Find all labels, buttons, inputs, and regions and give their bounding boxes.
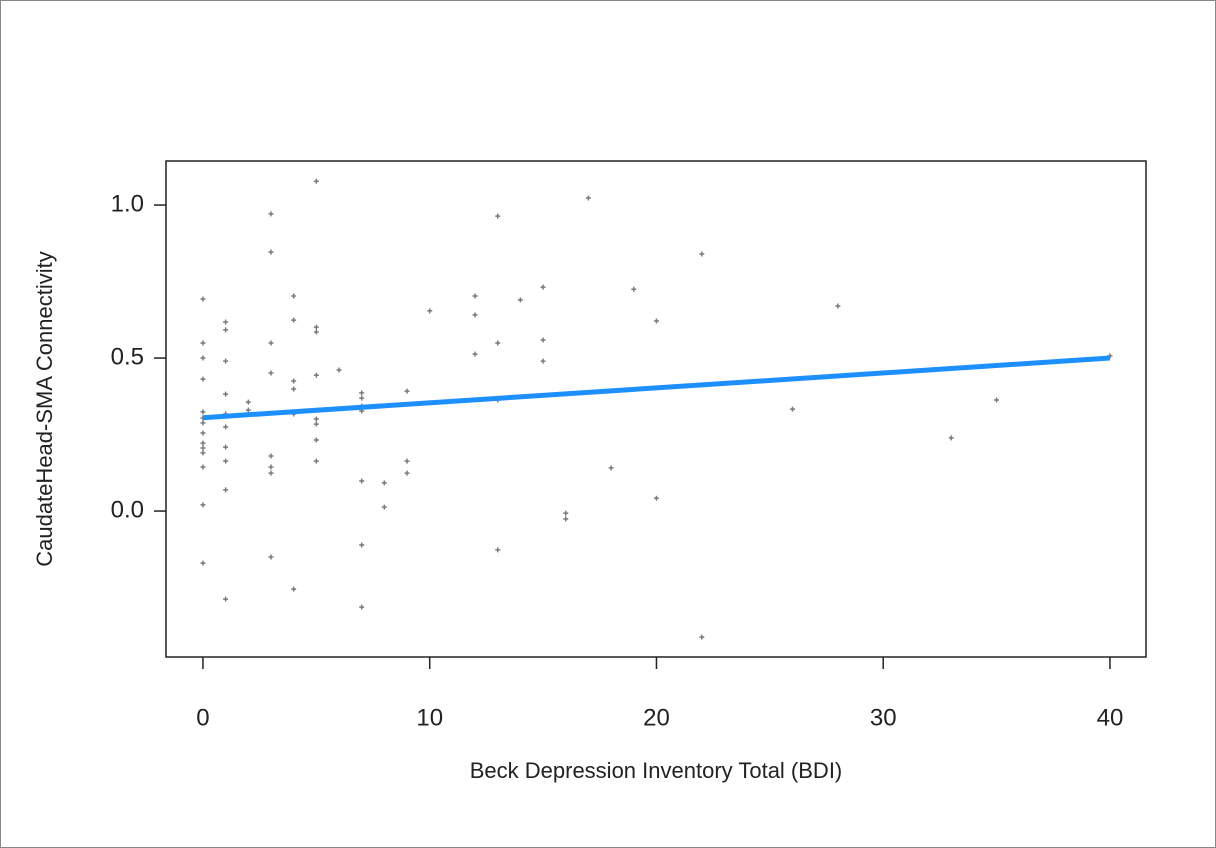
point	[404, 388, 410, 394]
point	[381, 504, 387, 510]
point	[200, 420, 206, 426]
point	[223, 487, 229, 493]
y-axis-label: CaudateHead-SMA Connectivity	[32, 251, 57, 567]
point	[313, 416, 319, 422]
point	[268, 370, 274, 376]
point	[472, 312, 478, 318]
point	[359, 390, 365, 396]
point	[835, 303, 841, 309]
point	[200, 430, 206, 436]
point	[268, 464, 274, 470]
point	[291, 378, 297, 384]
point	[200, 340, 206, 346]
point	[404, 458, 410, 464]
point	[200, 450, 206, 456]
point	[381, 480, 387, 486]
fit-line	[202, 355, 1111, 421]
point	[223, 458, 229, 464]
point	[495, 340, 501, 346]
point	[313, 329, 319, 335]
point	[223, 319, 229, 325]
x-tick-label: 30	[870, 704, 897, 731]
point	[653, 495, 659, 501]
point	[291, 586, 297, 592]
point	[200, 440, 206, 446]
point	[495, 547, 501, 553]
point	[313, 324, 319, 330]
point	[585, 195, 591, 201]
point	[699, 634, 705, 640]
point	[245, 407, 251, 413]
point	[200, 445, 206, 451]
point	[517, 297, 523, 303]
point	[540, 337, 546, 343]
point	[313, 178, 319, 184]
point	[472, 351, 478, 357]
point	[948, 435, 954, 441]
point	[223, 424, 229, 430]
point	[313, 372, 319, 378]
point	[336, 367, 342, 373]
point	[359, 542, 365, 548]
point	[313, 421, 319, 427]
point	[200, 296, 206, 302]
point	[245, 399, 251, 405]
x-axis-label: Beck Depression Inventory Total (BDI)	[470, 758, 843, 783]
point	[223, 444, 229, 450]
y-tick-label: 1.0	[111, 190, 144, 217]
point	[313, 458, 319, 464]
point	[790, 406, 796, 412]
point	[223, 596, 229, 602]
point	[994, 397, 1000, 403]
point	[268, 340, 274, 346]
point	[540, 284, 546, 290]
point	[200, 560, 206, 566]
point	[223, 327, 229, 333]
point	[563, 516, 569, 522]
point	[268, 554, 274, 560]
x-tick-label: 40	[1097, 704, 1124, 731]
point	[699, 251, 705, 257]
point	[291, 293, 297, 299]
point	[472, 293, 478, 299]
point	[495, 213, 501, 219]
y-tick-label: 0.0	[111, 496, 144, 523]
point	[427, 308, 433, 314]
point	[268, 453, 274, 459]
point	[268, 211, 274, 217]
point	[223, 358, 229, 364]
point	[268, 470, 274, 476]
point	[200, 502, 206, 508]
point	[200, 376, 206, 382]
point	[404, 470, 410, 476]
point	[291, 386, 297, 392]
point	[200, 355, 206, 361]
point	[359, 604, 365, 610]
point	[563, 510, 569, 516]
y-tick-label: 0.5	[111, 343, 144, 370]
point	[223, 391, 229, 397]
point	[200, 409, 206, 415]
point	[608, 465, 614, 471]
point	[291, 317, 297, 323]
point	[653, 318, 659, 324]
point	[540, 358, 546, 364]
point	[631, 286, 637, 292]
point	[200, 464, 206, 470]
point	[313, 437, 319, 443]
point	[359, 478, 365, 484]
x-tick-label: 10	[416, 704, 443, 731]
x-tick-label: 20	[643, 704, 670, 731]
x-tick-label: 0	[196, 704, 209, 731]
point	[268, 249, 274, 255]
point	[359, 395, 365, 401]
